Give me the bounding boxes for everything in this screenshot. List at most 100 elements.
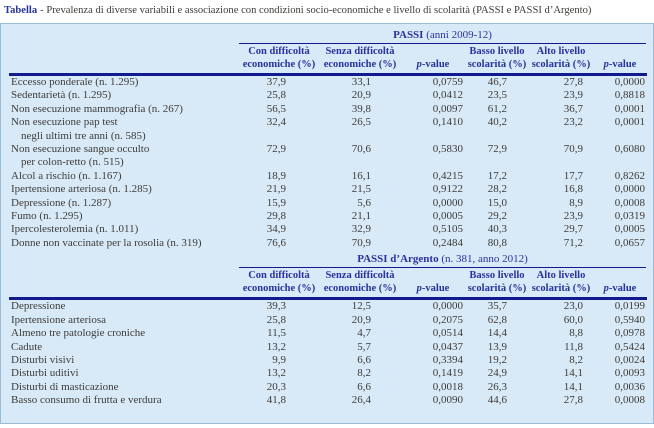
- table-row: Sedentarietà (n. 1.295) 25,8 20,9 0,0412 23,…: [9, 89, 647, 102]
- column-header-senza-difficolta: Senza difficoltà economiche (%): [319, 44, 401, 76]
- row-label: Ipercolesterolemia (n. 1.011): [9, 223, 239, 236]
- value-cell: 26,3: [487, 380, 507, 393]
- value-cell: 36,7: [563, 102, 583, 115]
- row-label: Almeno tre patologie croniche: [9, 327, 239, 340]
- value-cell: 0,0097: [432, 102, 463, 115]
- table-row: Basso consumo di frutta e verdura 41,8 26,…: [9, 394, 647, 407]
- value-cell: 0,0412: [432, 89, 463, 102]
- table-caption-label: Tabella: [4, 5, 38, 16]
- value-cell: 20,3: [266, 380, 286, 393]
- value-cell: 0,0090: [432, 394, 463, 407]
- table-row: Almeno tre patologie croniche 11,5 4,7 0,05…: [9, 327, 647, 340]
- value-cell: 14,1: [563, 367, 583, 380]
- column-header-pvalue-1: p-value: [401, 44, 465, 76]
- column-header-row: Con difficoltà economiche (%) Senza diff…: [9, 268, 647, 301]
- value-cell: 23,9: [563, 210, 583, 223]
- value-cell: 40,2: [487, 116, 507, 129]
- row-label-line: Non esecuzione mammografia (n. 267): [11, 102, 183, 115]
- row-label-line: Non esecuzione sangue occulto: [11, 143, 150, 156]
- value-cell: 0,0005: [614, 223, 645, 236]
- value-cell: 13,2: [266, 340, 286, 353]
- value-cell: 76,6: [266, 236, 286, 249]
- value-cell: 39,8: [351, 102, 371, 115]
- value-cell: 0,5424: [614, 340, 645, 353]
- value-cell: 70,6: [351, 143, 371, 156]
- value-cell: 44,6: [487, 394, 507, 407]
- value-cell: 29,2: [487, 210, 507, 223]
- table-row: Depressione 39,3 12,5 0,0000 35,7 23,0 0,0199: [9, 299, 647, 314]
- value-cell: 6,6: [357, 353, 371, 366]
- row-label: Ipertensione arteriosa: [9, 314, 239, 327]
- table-caption-text: - Prevalenza di diverse variabili e asso…: [40, 5, 592, 16]
- column-header-line: economiche (%): [323, 282, 397, 294]
- column-header-alto-livello: Alto livello scolarità (%): [529, 44, 593, 76]
- row-label-line: Cadute: [11, 340, 43, 353]
- table-row: Cadute 13,2 5,7 0,0437 13,9 11,8 0,5424: [9, 341, 647, 354]
- value-cell: 72,9: [487, 143, 507, 156]
- section-passi-dargento: PASSI d’Argento (n. 381, anno 2012) Con …: [9, 252, 647, 407]
- value-cell: 62,8: [487, 313, 507, 326]
- row-label: Disturbi uditivi: [9, 367, 239, 380]
- table-row: Eccesso ponderale (n. 1.295) 37,9 33,1 0,07…: [9, 75, 647, 90]
- row-label-line: Disturbi di masticazione: [11, 380, 119, 393]
- column-header-line: economiche (%): [242, 282, 316, 294]
- column-header-line: Con difficoltà: [248, 46, 310, 57]
- column-header-line: scolarità (%): [531, 58, 591, 70]
- row-label: Depressione (n. 1.287): [9, 197, 239, 210]
- column-header-con-difficolta: Con difficoltà economiche (%): [239, 44, 319, 76]
- value-cell: 33,1: [351, 76, 371, 88]
- column-header-line: economiche (%): [323, 58, 397, 70]
- row-label-line: Disturbi uditivi: [11, 367, 79, 380]
- value-cell: 34,9: [266, 223, 286, 236]
- value-cell: 0,9122: [432, 183, 463, 196]
- table-row: Non esecuzione mammografia (n. 267) 56,5 3…: [9, 103, 647, 116]
- row-label: Fumo (n. 1.295): [9, 210, 239, 223]
- row-label-line-2: negli ultimi tre anni (n. 585): [21, 129, 146, 142]
- value-cell: 0,0036: [614, 380, 645, 393]
- value-cell: 0,5105: [432, 223, 463, 236]
- row-label: Ipertensione arteriosa (n. 1.285): [9, 183, 239, 196]
- value-cell: 46,7: [487, 76, 507, 88]
- value-cell: 0,0978: [614, 327, 645, 340]
- row-label: Alcol a rischio (n. 1.167): [9, 170, 239, 183]
- value-cell: 21,1: [351, 210, 371, 223]
- table-row: Ipertensione arteriosa 25,8 20,9 0,2075 62,8…: [9, 314, 647, 327]
- row-label: Cadute: [9, 341, 239, 354]
- section-passi-header: PASSI (anni 2009-12): [239, 28, 646, 44]
- column-header-pvalue-2: p-value: [593, 268, 647, 301]
- value-cell: 0,2484: [432, 236, 463, 249]
- value-cell: 0,5830: [432, 143, 463, 156]
- column-header-basso-livello: Basso livello scolarità (%): [465, 268, 529, 301]
- value-cell: 27,8: [563, 76, 583, 88]
- value-cell: 0,2075: [432, 313, 463, 326]
- value-cell: 24,9: [487, 367, 507, 380]
- value-cell: 0,0000: [614, 183, 645, 196]
- value-cell: 71,2: [563, 236, 583, 249]
- value-cell: 0,0000: [432, 196, 463, 209]
- value-cell: 0,0437: [432, 340, 463, 353]
- row-label-line: Donne non vaccinate per la rosolia (n. 3…: [11, 236, 202, 249]
- row-label-line: Depressione: [11, 300, 66, 313]
- table-row: Non esecuzione sangue occulto per colon-r…: [9, 143, 647, 170]
- value-cell: 28,2: [487, 183, 507, 196]
- column-header-line: Basso livello: [469, 46, 525, 57]
- column-header-line: scolarità (%): [467, 282, 527, 294]
- value-cell: 0,8818: [614, 89, 645, 102]
- value-cell: 0,1419: [432, 367, 463, 380]
- column-header-basso-livello: Basso livello scolarità (%): [465, 44, 529, 76]
- value-cell: 29,8: [266, 210, 286, 223]
- column-header-line: scolarità (%): [531, 282, 591, 294]
- value-cell: 25,8: [266, 89, 286, 102]
- table-panel: PASSI (anni 2009-12) Con difficoltà econ…: [0, 23, 654, 424]
- column-header-line: Basso livello: [469, 270, 525, 282]
- value-cell: 0,3394: [432, 353, 463, 366]
- value-cell: 0,0001: [614, 102, 645, 115]
- value-cell: 29,7: [563, 223, 583, 236]
- column-header-line: Senza difficoltà: [325, 270, 395, 282]
- column-header-empty: [9, 44, 239, 76]
- column-header-line: p-value: [603, 282, 637, 294]
- row-label-line: Ipercolesterolemia (n. 1.011): [11, 223, 139, 236]
- column-header-alto-livello: Alto livello scolarità (%): [529, 268, 593, 301]
- passi-table: Con difficoltà economiche (%) Senza diff…: [9, 44, 647, 250]
- value-cell: 16,1: [351, 169, 371, 182]
